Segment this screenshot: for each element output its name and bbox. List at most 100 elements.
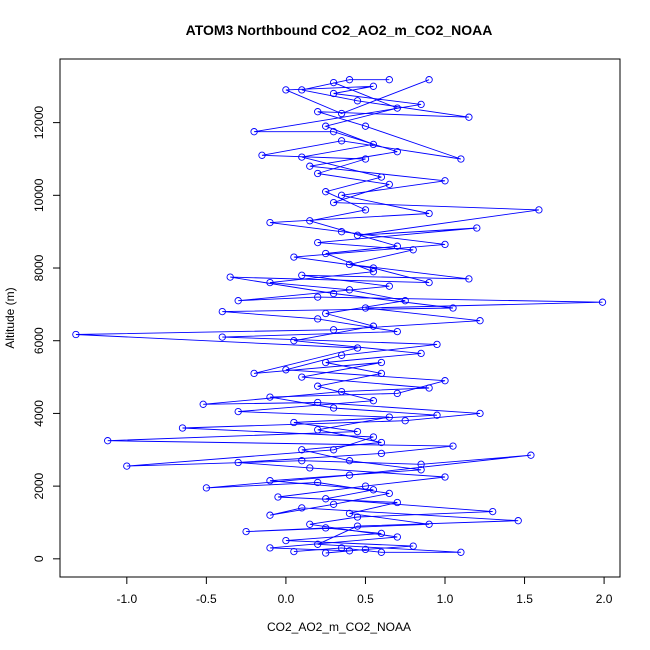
data-point: [298, 271, 306, 279]
data-point: [425, 278, 433, 287]
data-point: [369, 486, 378, 494]
data-point: [329, 198, 338, 207]
data-point: [329, 500, 338, 508]
data-point: [329, 326, 338, 334]
chart-title: ATOM3 Northbound CO2_AO2_m_CO2_NOAA: [186, 22, 493, 38]
data-point: [377, 449, 386, 458]
data-point: [441, 473, 449, 481]
data-point: [266, 477, 274, 485]
data-point: [425, 76, 433, 84]
data-point: [290, 337, 298, 345]
data-point: [298, 373, 306, 381]
y-tick-label: 10000: [32, 178, 46, 212]
data-point: [457, 548, 465, 556]
data-point: [290, 547, 298, 556]
data-point: [329, 89, 338, 98]
data-point: [353, 231, 362, 239]
data-point: [266, 393, 274, 401]
data-point: [337, 351, 346, 359]
data-point: [417, 349, 425, 358]
data-point: [306, 464, 314, 472]
data-point: [369, 264, 378, 272]
y-tick-label: 4000: [32, 400, 46, 427]
data-point: [377, 358, 386, 367]
data-point: [425, 384, 433, 392]
data-point: [322, 122, 330, 130]
data-point: [353, 427, 362, 436]
x-tick-label: -0.5: [196, 592, 217, 606]
data-point: [290, 253, 298, 261]
data-point: [385, 180, 393, 189]
data-point: [476, 409, 484, 418]
data-point: [337, 387, 346, 396]
data-point: [369, 140, 378, 149]
data-point: [329, 404, 338, 412]
data-point: [385, 282, 393, 290]
data-point: [322, 524, 330, 532]
data-points: [72, 76, 607, 557]
data-point: [329, 289, 338, 298]
data-point: [298, 504, 306, 512]
data-point: [314, 169, 322, 178]
data-point: [441, 377, 449, 385]
data-point: [314, 238, 322, 247]
data-point: [361, 155, 370, 163]
data-point: [250, 369, 258, 378]
data-point: [298, 457, 306, 465]
data-point: [417, 466, 425, 474]
y-tick-label: 0: [32, 555, 46, 562]
x-tick-label: 0.0: [278, 592, 295, 606]
data-point: [282, 86, 290, 94]
x-tick-label: 1.0: [437, 592, 454, 606]
data-point: [473, 224, 481, 232]
data-point: [322, 358, 330, 367]
data-point: [385, 76, 393, 84]
data-point: [353, 344, 362, 352]
data-point: [401, 417, 409, 425]
data-point: [329, 128, 338, 136]
data-point: [104, 437, 112, 445]
data-point: [353, 522, 362, 530]
data-point: [290, 418, 298, 427]
data-point: [314, 108, 322, 116]
data-point: [393, 148, 401, 156]
data-point: [250, 128, 258, 136]
x-tick-label: 0.5: [357, 592, 374, 606]
data-point: [123, 462, 131, 470]
y-tick-label: 2000: [32, 472, 46, 499]
data-point: [401, 297, 409, 305]
data-point: [433, 340, 441, 349]
data-point: [514, 517, 522, 525]
data-point: [306, 520, 314, 528]
data-point: [298, 153, 306, 161]
data-point: [393, 389, 401, 398]
data-point: [345, 471, 354, 479]
data-point: [369, 322, 378, 330]
data-point: [306, 162, 314, 170]
data-point: [345, 547, 354, 555]
data-point: [465, 275, 473, 283]
data-point: [393, 104, 401, 112]
data-point: [274, 493, 282, 501]
data-point: [377, 548, 386, 556]
data-point: [417, 100, 425, 109]
data-point: [314, 315, 322, 323]
data-point: [72, 330, 80, 339]
data-point: [361, 482, 370, 490]
data-point: [314, 478, 322, 487]
x-tick-label: -1.0: [116, 592, 137, 606]
plot-frame: [59, 58, 621, 578]
data-point: [409, 542, 417, 550]
data-point: [258, 151, 266, 159]
x-tick-label: 2.0: [596, 592, 613, 606]
data-point: [199, 400, 207, 408]
data-point: [449, 442, 457, 450]
data-point: [361, 206, 370, 214]
data-point: [361, 304, 370, 312]
y-tick-label: 6000: [32, 327, 46, 354]
data-point: [314, 382, 322, 390]
data-point: [441, 177, 449, 185]
series-line: [75, 79, 603, 553]
data-point: [345, 76, 354, 84]
x-axis: -1.0 -0.5 0.0 0.5 1.0 1.5 2.0: [116, 576, 613, 606]
